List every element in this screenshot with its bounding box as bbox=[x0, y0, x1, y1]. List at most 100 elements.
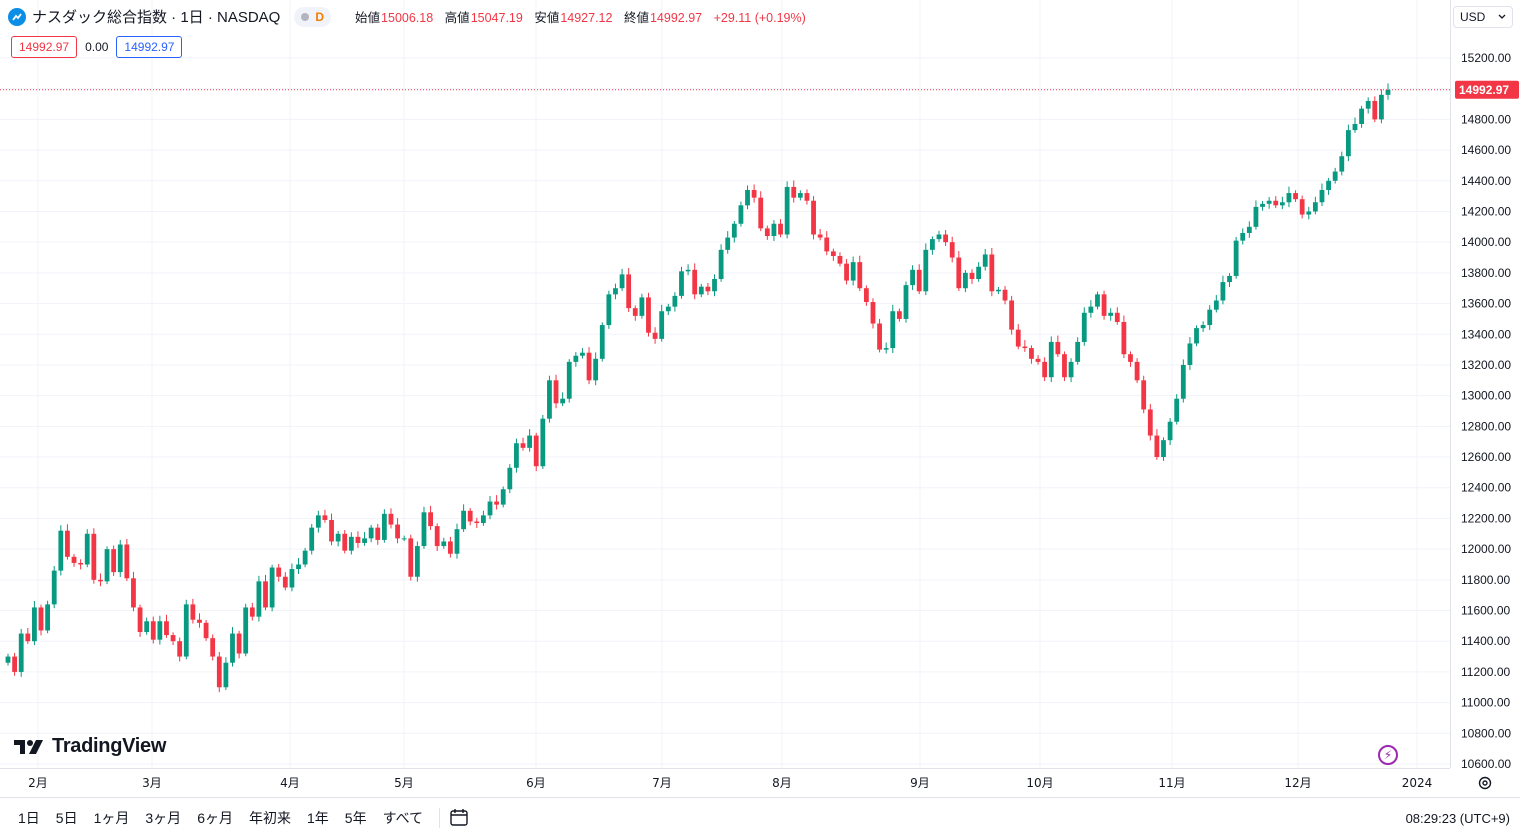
time-tick-label: 3月 bbox=[142, 776, 162, 790]
candle-body bbox=[1055, 341, 1061, 355]
time-tick-label: 6月 bbox=[526, 776, 546, 790]
candle-body bbox=[249, 607, 255, 617]
settings-gear-icon[interactable] bbox=[1477, 775, 1493, 791]
candle-body bbox=[282, 576, 288, 588]
candle-body bbox=[434, 526, 440, 547]
candle-body bbox=[903, 285, 909, 319]
range-3m[interactable]: 3ヶ月 bbox=[145, 810, 182, 826]
candle-body bbox=[1319, 189, 1325, 203]
candle-body bbox=[850, 262, 856, 281]
candle-body bbox=[203, 622, 209, 639]
candle-body bbox=[949, 242, 955, 258]
price-tick-label: 11400.00 bbox=[1461, 634, 1510, 648]
price-tick-label: 10800.00 bbox=[1461, 726, 1511, 740]
range-5d[interactable]: 5日 bbox=[55, 810, 78, 826]
candle-body bbox=[447, 541, 453, 554]
candle-body bbox=[930, 239, 935, 250]
time-axis[interactable]: 2月 3月 4月 5月 6月 7月 8月 9月 10月 11月 12月 2024 bbox=[0, 768, 1450, 797]
ohlc-close-value: 14992.97 bbox=[649, 11, 703, 25]
candle-body bbox=[5, 656, 11, 663]
candle-body bbox=[164, 621, 169, 636]
candle-body bbox=[830, 251, 836, 256]
candle-body bbox=[362, 538, 367, 543]
range-ytd[interactable]: 年初来 bbox=[248, 810, 291, 826]
candle-body bbox=[1194, 328, 1199, 344]
buy-price-box[interactable]: 14992.97 bbox=[116, 36, 183, 58]
candle-body bbox=[1213, 300, 1219, 310]
candle-body bbox=[1279, 202, 1285, 206]
candle-body bbox=[599, 325, 605, 359]
range-1y[interactable]: 1年 bbox=[306, 810, 329, 826]
last-price-badge[interactable] bbox=[1455, 80, 1519, 99]
ohlc-low-value: 14927.12 bbox=[560, 11, 613, 25]
candle-body bbox=[553, 380, 559, 404]
lightning-icon[interactable]: ⚡ bbox=[1378, 745, 1398, 765]
candle-body bbox=[223, 662, 229, 688]
candle-body bbox=[368, 527, 374, 539]
sell-price-box[interactable]: 14992.97 bbox=[11, 36, 78, 58]
last-price-label: 14992.97 bbox=[1459, 83, 1509, 97]
price-axis[interactable]: 15200.00 14800.00 14600.00 14400.00 14200.00… bbox=[1450, 0, 1520, 768]
range-1d[interactable]: 1日 bbox=[18, 810, 40, 826]
candle-body bbox=[1253, 206, 1259, 227]
candle-body bbox=[1108, 312, 1114, 316]
time-tick-label: 10月 bbox=[1026, 776, 1053, 790]
chart-pane[interactable] bbox=[0, 0, 1450, 768]
candle-body bbox=[1200, 325, 1206, 329]
candle-body bbox=[738, 205, 744, 224]
price-tick-label: 15200.00 bbox=[1461, 51, 1511, 65]
candle-body bbox=[1048, 341, 1054, 378]
market-status-pill[interactable]: D bbox=[294, 6, 332, 27]
candlestick-chart[interactable] bbox=[0, 0, 1450, 768]
calendar-range-icon[interactable] bbox=[448, 808, 470, 828]
candle-body bbox=[573, 355, 579, 362]
candle-body bbox=[144, 621, 150, 633]
range-5y[interactable]: 5年 bbox=[344, 810, 367, 826]
candle-body bbox=[916, 269, 922, 292]
candle-body bbox=[725, 237, 731, 250]
candle-body bbox=[18, 633, 24, 672]
candle-body bbox=[566, 361, 572, 399]
clock[interactable]: 08:29:23 (UTC+9) bbox=[1405, 810, 1510, 826]
spread-value: 0.00 bbox=[85, 40, 109, 54]
candle-body bbox=[1240, 232, 1246, 241]
candle-body bbox=[870, 302, 876, 324]
range-1m[interactable]: 1ヶ月 bbox=[93, 810, 130, 826]
candle-body bbox=[1075, 341, 1081, 362]
candle-body bbox=[1332, 171, 1338, 181]
candle-body bbox=[421, 512, 427, 547]
candle-body bbox=[1339, 156, 1345, 172]
candle-body bbox=[758, 197, 764, 229]
candle-body bbox=[652, 332, 658, 339]
range-6m[interactable]: 6ヶ月 bbox=[197, 810, 233, 826]
symbol-title[interactable]: ナスダック総合指数 · 1日 · NASDAQ bbox=[32, 9, 281, 26]
candle-body bbox=[474, 521, 480, 524]
candle-body bbox=[1312, 202, 1318, 212]
price-tick-label: 14200.00 bbox=[1461, 204, 1511, 218]
candle-body bbox=[791, 186, 797, 198]
candle-body bbox=[718, 249, 724, 280]
price-tick-label: 14800.00 bbox=[1461, 112, 1511, 126]
tradingview-logo[interactable]: TradingView bbox=[14, 735, 166, 758]
candle-body bbox=[494, 501, 500, 505]
candle-body bbox=[408, 538, 414, 577]
market-status-dot bbox=[301, 12, 310, 21]
candle-body bbox=[395, 524, 400, 539]
candle-body bbox=[890, 311, 896, 349]
candle-body bbox=[580, 352, 585, 356]
candle-body bbox=[441, 541, 447, 547]
candle-body bbox=[606, 294, 612, 326]
candle-body bbox=[335, 533, 341, 542]
ohlc-open-label: 始値 bbox=[355, 11, 381, 25]
nasdaq-logo-icon[interactable] bbox=[8, 7, 26, 26]
candle-body bbox=[989, 254, 995, 292]
candle-body bbox=[329, 519, 334, 542]
time-tick-label: 5月 bbox=[394, 776, 414, 790]
candle-body bbox=[137, 607, 143, 633]
candle-body bbox=[659, 311, 665, 339]
candle-body bbox=[1359, 108, 1364, 124]
range-all[interactable]: すべて bbox=[382, 810, 424, 826]
candle-body bbox=[428, 512, 433, 527]
currency-select[interactable]: USD bbox=[1453, 6, 1513, 28]
candle-body bbox=[593, 358, 599, 381]
